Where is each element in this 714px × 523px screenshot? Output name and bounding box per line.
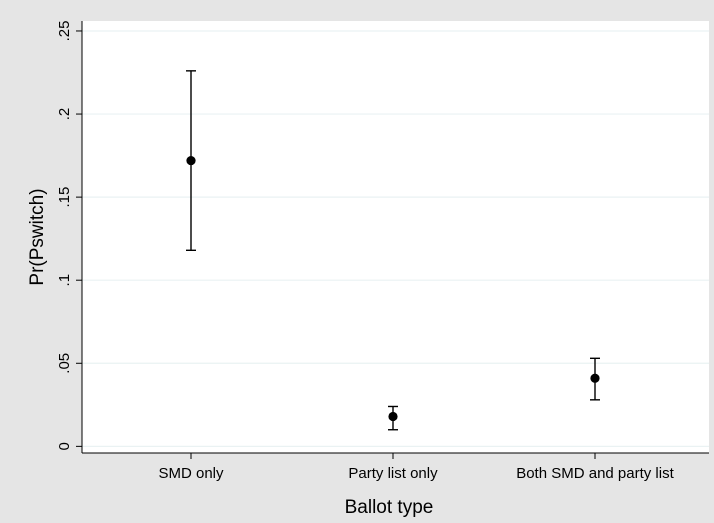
data-point [388, 411, 398, 422]
data-point [590, 373, 600, 383]
data-point [186, 155, 196, 166]
x-axis-title: Ballot type [345, 497, 434, 518]
x-tick-label: Party list only [348, 465, 438, 482]
x-tick-label: Both SMD and party list [516, 465, 674, 482]
grid-lines [82, 30, 709, 447]
y-axis-title: Pr(Pswitch) [27, 188, 48, 285]
y-tick-label: .1 [56, 274, 73, 287]
y-tick-label: 0 [56, 442, 73, 450]
x-axis-ticks: SMD only Party list only Both SMD and part… [158, 453, 675, 482]
plot-area [82, 21, 709, 453]
x-tick-label: SMD only [158, 465, 224, 482]
y-tick-label: .15 [56, 187, 73, 208]
y-tick-label: .05 [56, 353, 73, 374]
y-tick-label: .2 [56, 108, 73, 121]
data-marks [186, 70, 600, 431]
y-axis-ticks: 0 .05 .1 .15 .2 .25 [56, 21, 82, 451]
y-tick-label: .25 [56, 21, 73, 42]
